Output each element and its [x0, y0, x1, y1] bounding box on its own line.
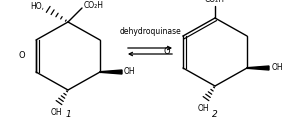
Text: OH: OH [197, 104, 209, 113]
Polygon shape [100, 70, 122, 74]
Text: CO₂H: CO₂H [205, 0, 225, 4]
Text: O: O [19, 51, 25, 61]
Text: 2: 2 [212, 110, 218, 118]
Text: OH: OH [272, 63, 284, 72]
Polygon shape [247, 66, 269, 70]
Text: OH: OH [124, 67, 136, 76]
Text: O: O [164, 48, 170, 57]
Text: HO,: HO, [30, 2, 44, 11]
Text: 1: 1 [65, 110, 71, 118]
Text: OH: OH [50, 108, 62, 117]
Text: dehydroquinase: dehydroquinase [119, 27, 181, 36]
Text: CO₂H: CO₂H [84, 0, 104, 10]
